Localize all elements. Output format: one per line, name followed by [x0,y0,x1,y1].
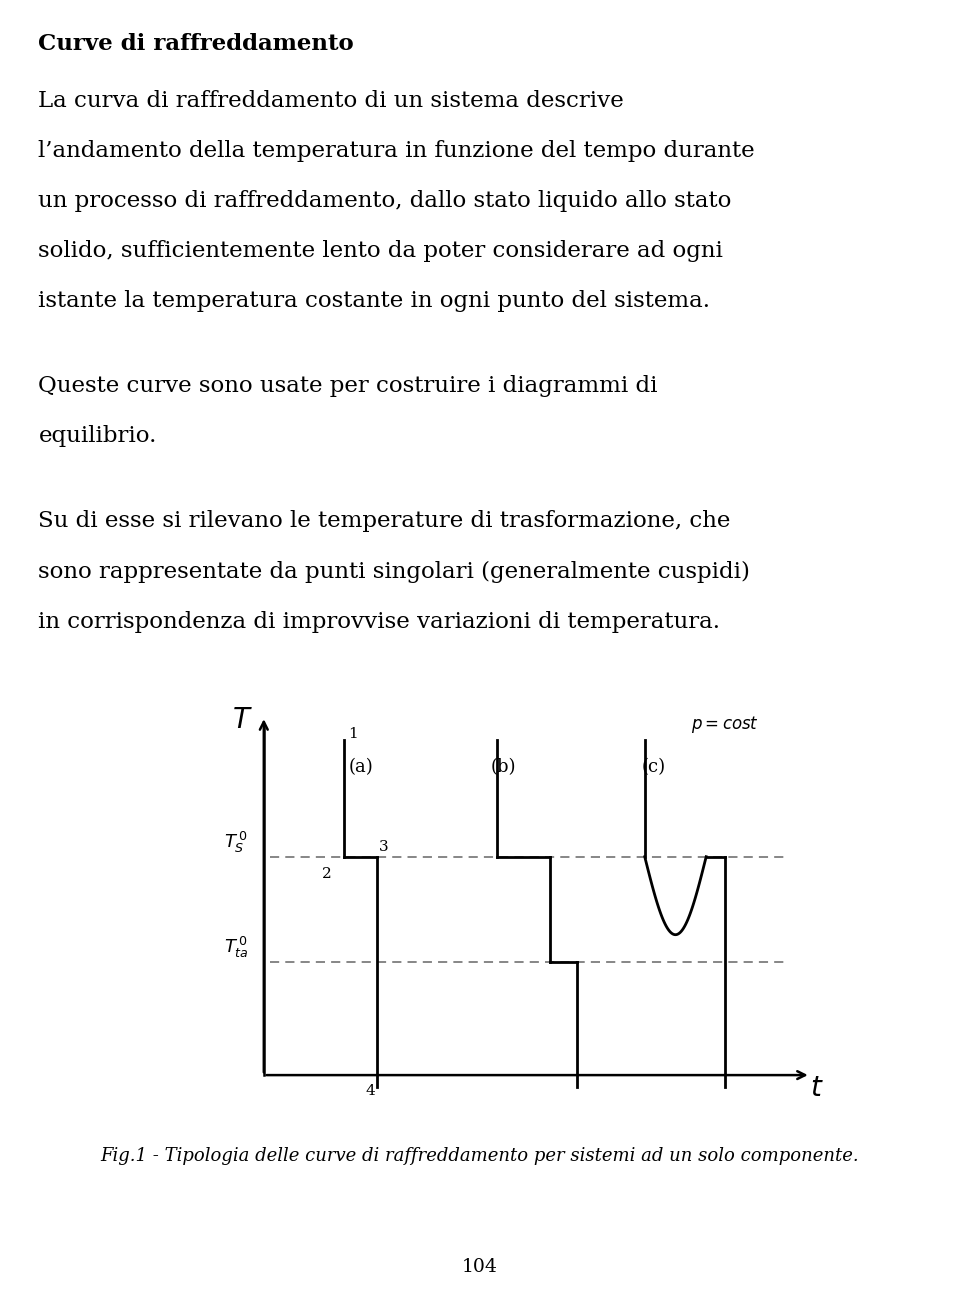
Text: 3: 3 [379,840,389,854]
Text: l’andamento della temperatura in funzione del tempo durante: l’andamento della temperatura in funzion… [38,140,755,162]
Text: $p = cost$: $p = cost$ [690,714,758,734]
Text: $T$: $T$ [232,707,252,733]
Text: in corrispondenza di improvvise variazioni di temperatura.: in corrispondenza di improvvise variazio… [38,611,720,633]
Text: La curva di raffreddamento di un sistema descrive: La curva di raffreddamento di un sistema… [38,90,624,112]
Text: $T_S^{\,0}$: $T_S^{\,0}$ [224,829,248,855]
Text: 4: 4 [365,1084,375,1097]
Text: 1: 1 [348,727,358,741]
Text: Fig.1 - Tipologia delle curve di raffreddamento per sistemi ad un solo component: Fig.1 - Tipologia delle curve di raffred… [101,1147,859,1165]
Text: (c): (c) [642,758,666,776]
Text: 2: 2 [323,867,332,881]
Text: (b): (b) [491,758,516,776]
Text: (a): (a) [348,758,373,776]
Text: Curve di raffreddamento: Curve di raffreddamento [38,32,354,55]
Text: Su di esse si rilevano le temperature di trasformazione, che: Su di esse si rilevano le temperature di… [38,511,731,533]
Text: un processo di raffreddamento, dallo stato liquido allo stato: un processo di raffreddamento, dallo sta… [38,190,732,212]
Text: Queste curve sono usate per costruire i diagrammi di: Queste curve sono usate per costruire i … [38,376,658,398]
Text: 104: 104 [462,1258,498,1277]
Text: solido, sufficientemente lento da poter considerare ad ogni: solido, sufficientemente lento da poter … [38,240,723,263]
Text: istante la temperatura costante in ogni punto del sistema.: istante la temperatura costante in ogni … [38,290,710,312]
Text: $t$: $t$ [810,1075,824,1102]
Text: sono rappresentate da punti singolari (generalmente cuspidi): sono rappresentate da punti singolari (g… [38,560,751,582]
Text: $T_{ta}^{\,0}$: $T_{ta}^{\,0}$ [224,935,249,959]
Text: equilibrio.: equilibrio. [38,425,156,447]
